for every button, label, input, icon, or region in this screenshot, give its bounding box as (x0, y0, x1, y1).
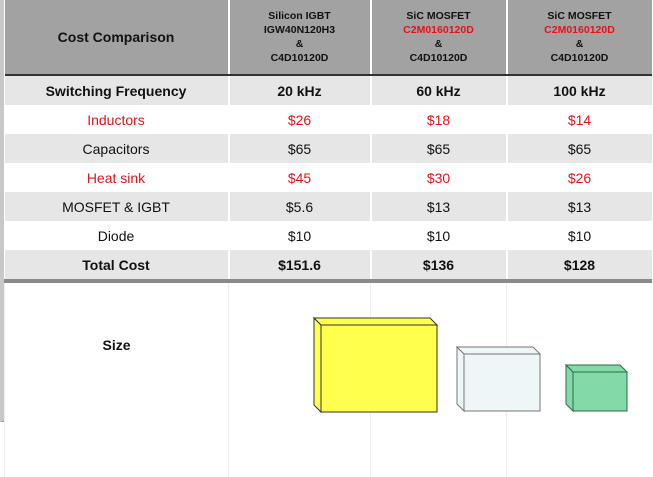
device-type: Silicon IGBT (268, 10, 331, 22)
row-label: Size (4, 281, 229, 477)
row-inductors: Inductors $26 $18 $14 (4, 105, 652, 134)
row-label: MOSFET & IGBT (4, 192, 229, 221)
column-header-sic-100k: SiC MOSFET C2M0160120D & C4D10120D (505, 0, 652, 76)
cell: 100 kHz (505, 75, 652, 105)
cell: $13 (369, 192, 507, 221)
cell: $26 (505, 163, 652, 192)
part-number: C2M0160120D (544, 24, 615, 36)
cell: $18 (369, 105, 507, 134)
row-capacitors: Capacitors $65 $65 $65 (4, 134, 652, 163)
size-box-igbt (312, 316, 443, 422)
header-row: Cost Comparison Silicon IGBT IGW40N120H3 &… (4, 0, 652, 76)
cell: $13 (505, 192, 652, 221)
cost-comparison-table: Cost Comparison Silicon IGBT IGW40N120H3 &… (4, 0, 652, 477)
ampersand: & (575, 38, 584, 50)
diode-part-number: C4D10120D (550, 52, 609, 64)
cell: $10 (505, 221, 652, 250)
column-header-sic-60k: SiC MOSFET C2M0160120D & C4D10120D (369, 0, 507, 76)
row-mosfet-igbt: MOSFET & IGBT $5.6 $13 $13 (4, 192, 652, 221)
cell: $65 (369, 134, 507, 163)
table-title: Cost Comparison (4, 0, 229, 76)
part-number: IGW40N120H3 (263, 24, 336, 36)
cell: $30 (369, 163, 507, 192)
row-label: Total Cost (4, 250, 229, 283)
device-type: SiC MOSFET (406, 10, 471, 22)
ampersand: & (295, 38, 304, 50)
cell: $65 (505, 134, 652, 163)
cell: $26 (227, 105, 371, 134)
box-3d-shape (455, 345, 542, 413)
cell: 20 kHz (227, 75, 371, 105)
row-label: Inductors (4, 105, 229, 134)
row-diode: Diode $10 $10 $10 (4, 221, 652, 250)
row-total-cost: Total Cost $151.6 $136 $128 (4, 250, 652, 283)
box-3d-shape (312, 316, 439, 414)
cell: $65 (227, 134, 371, 163)
diode-part-number: C4D10120D (409, 52, 468, 64)
row-label: Capacitors (4, 134, 229, 163)
cell: $151.6 (227, 250, 371, 283)
ampersand: & (434, 38, 443, 50)
column-header-silicon-igbt: Silicon IGBT IGW40N120H3 & C4D10120D (227, 0, 371, 76)
cell: $45 (227, 163, 371, 192)
cell: $10 (227, 221, 371, 250)
diode-part-number: C4D10120D (270, 52, 329, 64)
device-type: SiC MOSFET (547, 10, 612, 22)
cell: 60 kHz (369, 75, 507, 105)
cell: $5.6 (227, 192, 371, 221)
cell: $136 (369, 250, 507, 283)
size-box-sic-100k (564, 363, 635, 421)
size-box-sic-60k (455, 345, 546, 421)
part-number: C2M0160120D (403, 24, 474, 36)
cell: $10 (369, 221, 507, 250)
row-switching-frequency: Switching Frequency 20 kHz 60 kHz 100 kH… (4, 75, 652, 105)
row-label: Diode (4, 221, 229, 250)
box-3d-shape (564, 363, 629, 413)
cell: $14 (505, 105, 652, 134)
row-heat-sink: Heat sink $45 $30 $26 (4, 163, 652, 192)
cell: $128 (505, 250, 652, 283)
row-label: Switching Frequency (4, 75, 229, 105)
row-label: Heat sink (4, 163, 229, 192)
